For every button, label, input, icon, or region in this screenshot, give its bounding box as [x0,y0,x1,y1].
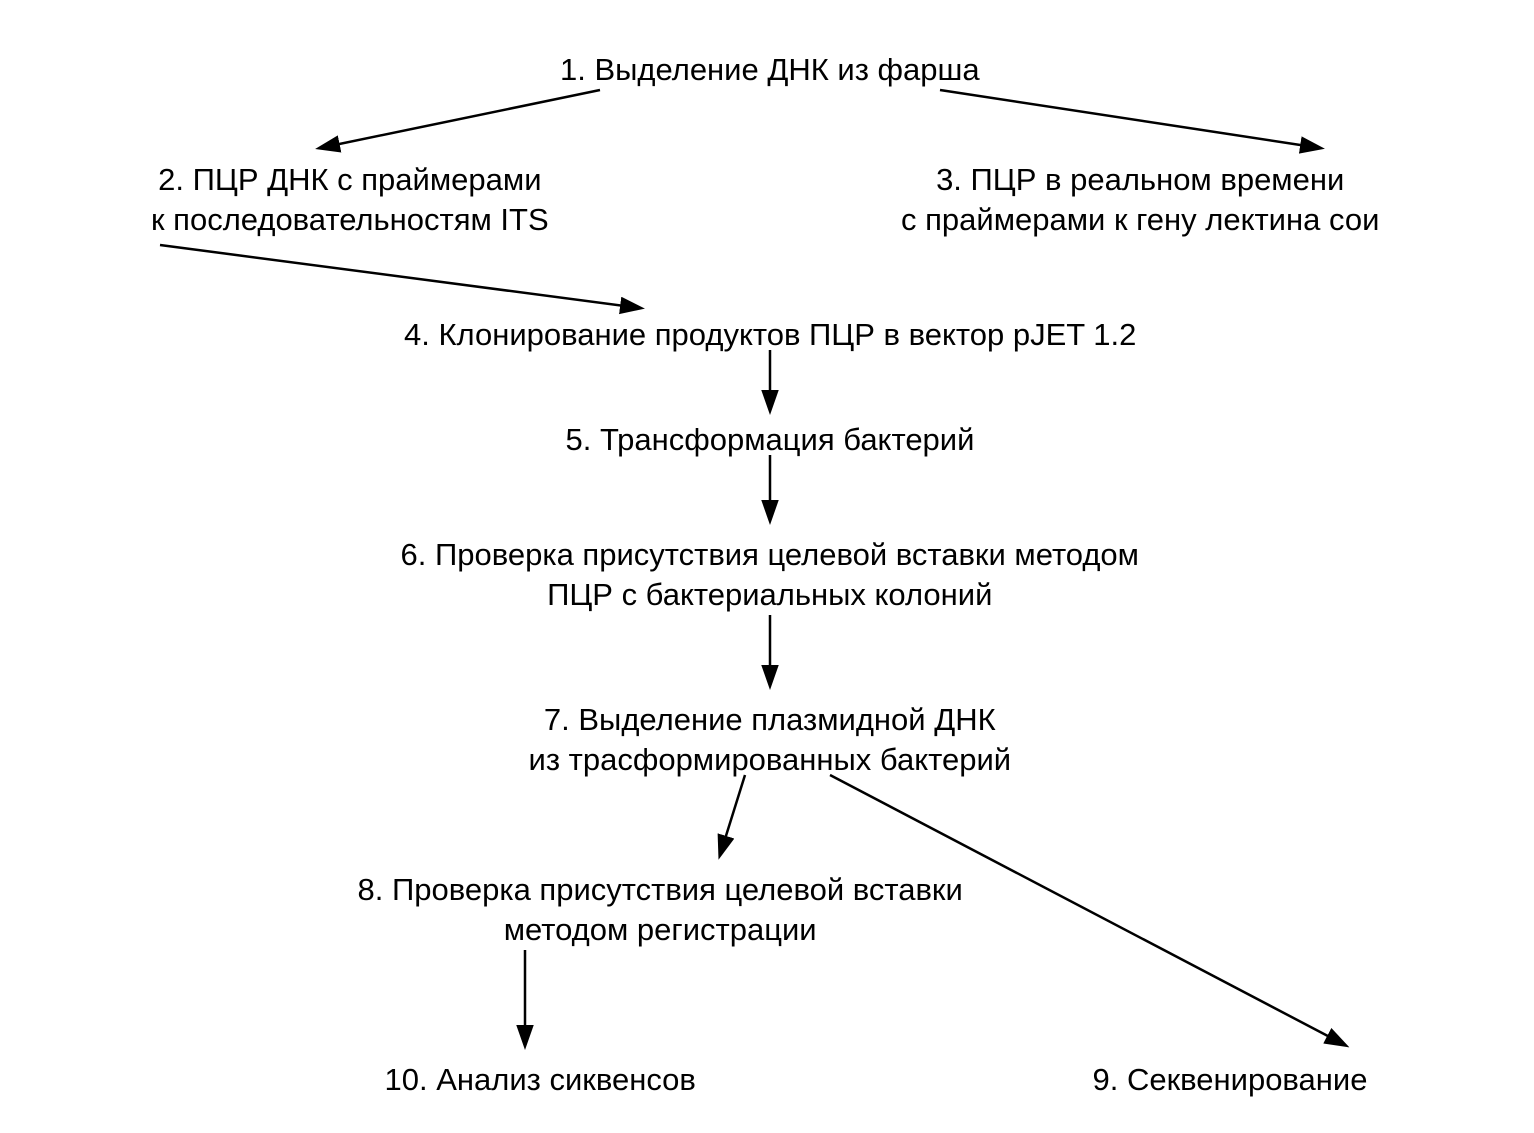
flowchart-edge-n2-n4 [160,245,640,308]
flowchart-edge-n7-n8 [720,775,745,855]
flowchart-node-n5: 5. Трансформация бактерий [566,420,975,460]
flowchart-node-n6: 6. Проверка присутствия целевой вставки … [401,535,1140,616]
flowchart-node-n2: 2. ПЦР ДНК с праймерами к последовательн… [151,160,549,241]
flowchart-node-n10: 10. Анализ сиквенсов [385,1060,696,1100]
flowchart-node-n9: 9. Секвенирование [1093,1060,1368,1100]
flowchart-node-n7: 7. Выделение плазмидной ДНК из трасформи… [529,700,1012,781]
flowchart-node-n1: 1. Выделение ДНК из фарша [560,50,980,90]
flowchart-node-n8: 8. Проверка присутствия целевой вставки … [358,870,963,951]
flowchart-node-n4: 4. Клонирование продуктов ПЦР в вектор p… [404,315,1136,355]
flowchart-node-n3: 3. ПЦР в реальном времени с праймерами к… [901,160,1379,241]
flowchart-edge-n1-n3 [940,90,1320,148]
flowchart-edge-n1-n2 [320,90,600,148]
